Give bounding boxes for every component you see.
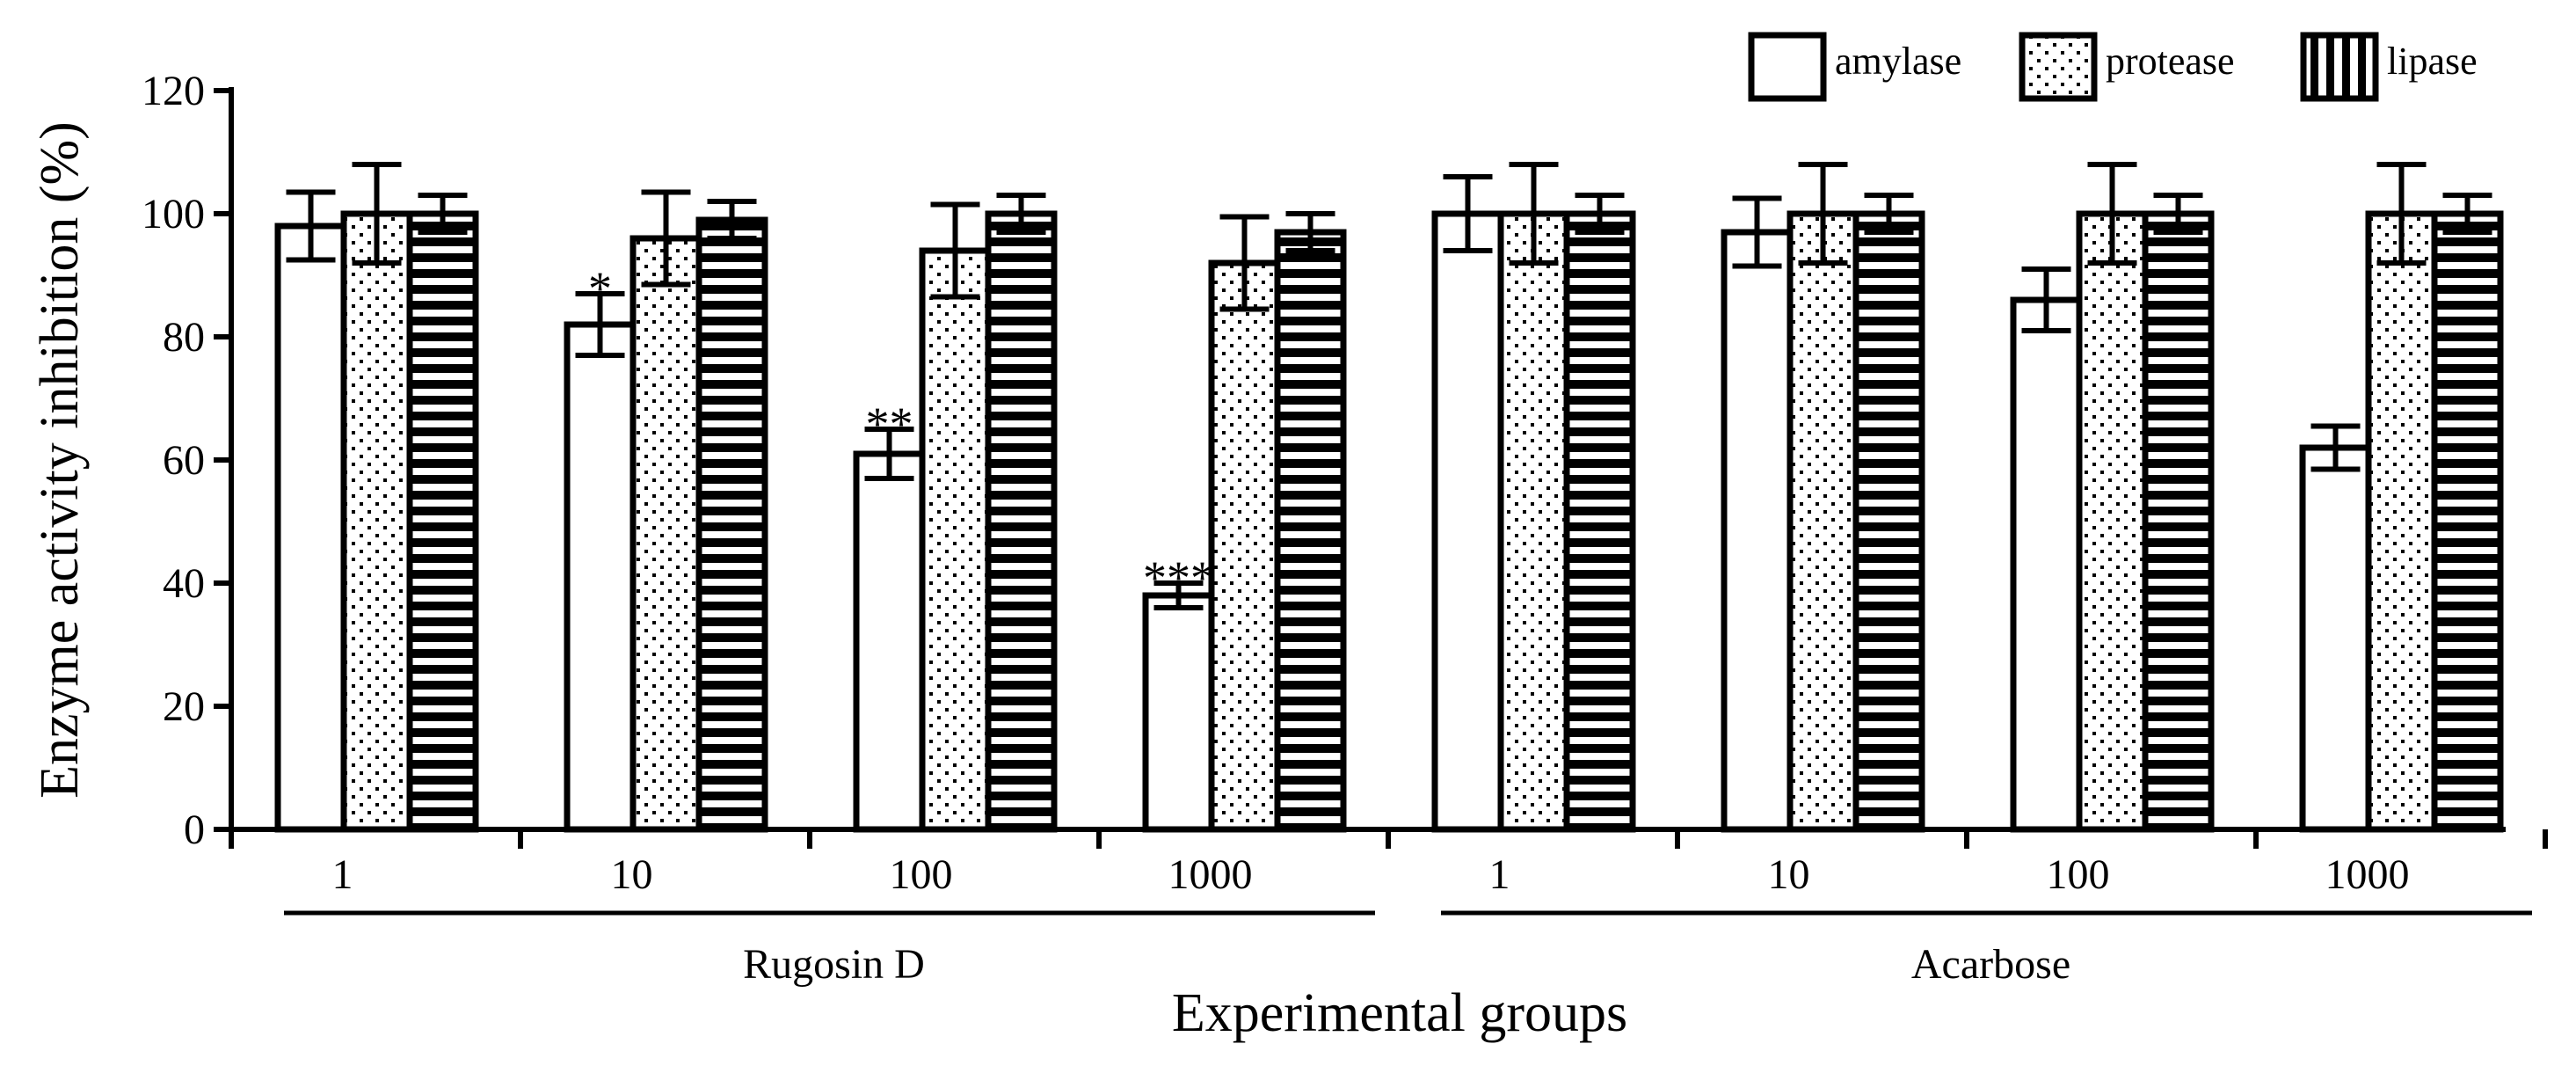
bar-protease-6 bbox=[2076, 210, 2149, 833]
legend: amylase protease lipase bbox=[1748, 32, 2478, 102]
y-tick-label: 60 bbox=[163, 437, 205, 484]
x-tick-label: 10 bbox=[1768, 851, 1810, 898]
bar-lipase-3 bbox=[1274, 229, 1347, 833]
bar-lipase-5 bbox=[1852, 210, 1925, 833]
error-bar-protease-3 bbox=[1219, 214, 1270, 312]
legend-item-protease: protease bbox=[2019, 32, 2235, 102]
error-bar-amylase-3 bbox=[1153, 580, 1204, 610]
bar-amylase-6 bbox=[2010, 296, 2083, 833]
group-label: Rugosin D bbox=[743, 941, 925, 988]
bar-protease-4 bbox=[1497, 210, 1570, 833]
significance-marker: ** bbox=[866, 398, 913, 450]
y-tick-label: 120 bbox=[142, 68, 205, 114]
error-bar-amylase-6 bbox=[2021, 266, 2071, 333]
error-bar-amylase-5 bbox=[1732, 195, 1782, 269]
error-bar-lipase-7 bbox=[2442, 193, 2492, 235]
x-tick-label: 1 bbox=[332, 851, 353, 898]
bar-lipase-6 bbox=[2142, 210, 2215, 833]
bar-amylase-1 bbox=[564, 321, 637, 833]
bar-protease-0 bbox=[340, 210, 413, 833]
bar-amylase-0 bbox=[274, 223, 347, 833]
error-bar-lipase-3 bbox=[1285, 211, 1335, 253]
bar-lipase-0 bbox=[406, 210, 479, 833]
bar-protease-5 bbox=[1786, 210, 1859, 833]
x-axis-title: Experimental groups bbox=[1172, 983, 1627, 1043]
bar-protease-1 bbox=[629, 235, 702, 833]
group-label: Acarbose bbox=[1911, 941, 2070, 988]
legend-swatch-amylase bbox=[1748, 32, 1827, 102]
error-bar-amylase-4 bbox=[1443, 174, 1493, 253]
error-bar-protease-6 bbox=[2087, 162, 2137, 266]
y-tick-label: 40 bbox=[163, 560, 205, 607]
x-tick-label: 100 bbox=[890, 851, 953, 898]
error-bar-protease-1 bbox=[641, 189, 691, 288]
legend-swatch-protease bbox=[2019, 32, 2098, 102]
bar-amylase-2 bbox=[853, 450, 926, 833]
legend-item-lipase: lipase bbox=[2300, 32, 2478, 102]
error-bar-amylase-7 bbox=[2310, 423, 2361, 472]
error-bar-protease-7 bbox=[2376, 162, 2427, 266]
legend-item-amylase: amylase bbox=[1748, 32, 1961, 102]
error-bar-amylase-1 bbox=[575, 291, 625, 358]
x-tick-label: 1000 bbox=[1168, 851, 1253, 898]
x-tick-label: 1 bbox=[1489, 851, 1510, 898]
y-tick-label: 100 bbox=[142, 191, 205, 237]
error-bar-amylase-0 bbox=[286, 189, 336, 263]
significance-marker: *** bbox=[1143, 551, 1214, 604]
error-bars-layer bbox=[286, 162, 2492, 610]
error-bar-lipase-5 bbox=[1864, 193, 1914, 235]
axes-layer bbox=[214, 87, 2548, 916]
bar-lipase-7 bbox=[2431, 210, 2504, 833]
y-tick-label: 80 bbox=[163, 314, 205, 361]
bar-amylase-4 bbox=[1431, 210, 1504, 833]
y-tick-label: 0 bbox=[184, 807, 205, 853]
x-tick-label: 100 bbox=[2047, 851, 2110, 898]
legend-label: amylase bbox=[1835, 40, 1961, 83]
legend-label: protease bbox=[2106, 40, 2235, 83]
bar-lipase-4 bbox=[1563, 210, 1636, 833]
bar-amylase-7 bbox=[2299, 444, 2372, 833]
error-bar-protease-5 bbox=[1798, 162, 1848, 266]
y-axis-title: Enzyme activity inhibition (%) bbox=[30, 121, 90, 799]
error-bar-lipase-4 bbox=[1575, 193, 1625, 235]
bar-amylase-5 bbox=[1721, 229, 1794, 833]
error-bar-protease-4 bbox=[1509, 162, 1559, 266]
bar-amylase-3 bbox=[1142, 592, 1215, 833]
y-tick-label: 20 bbox=[163, 683, 205, 730]
x-tick-label: 10 bbox=[611, 851, 653, 898]
error-bar-lipase-0 bbox=[418, 193, 468, 235]
bar-protease-2 bbox=[919, 247, 992, 833]
legend-label: lipase bbox=[2387, 40, 2478, 83]
error-bar-protease-2 bbox=[930, 201, 980, 300]
x-tick-label: 1000 bbox=[2325, 851, 2410, 898]
significance-marker: * bbox=[588, 262, 612, 315]
bar-protease-7 bbox=[2365, 210, 2438, 833]
bar-lipase-1 bbox=[695, 216, 768, 833]
error-bar-lipase-1 bbox=[707, 199, 757, 241]
error-bar-protease-0 bbox=[352, 162, 402, 266]
error-bar-amylase-2 bbox=[864, 427, 914, 481]
bar-protease-3 bbox=[1208, 259, 1281, 833]
legend-swatch-lipase bbox=[2300, 32, 2379, 102]
error-bar-lipase-6 bbox=[2153, 193, 2203, 235]
error-bar-lipase-2 bbox=[996, 193, 1046, 235]
bar-lipase-2 bbox=[985, 210, 1058, 833]
